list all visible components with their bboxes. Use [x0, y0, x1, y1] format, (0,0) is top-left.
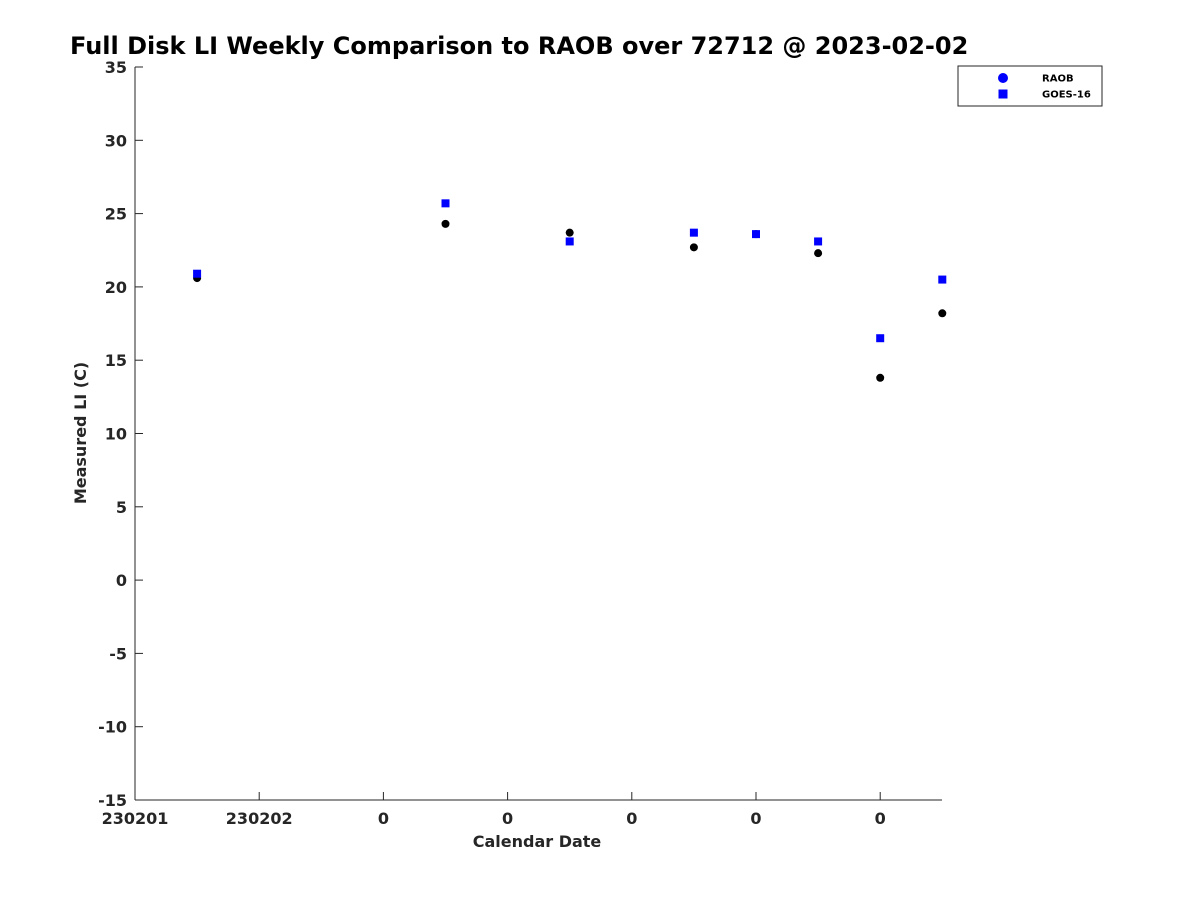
- plot-area: -15 -10 -5 0 5 10 15 20 25 30 35 230201 230202 0 0 0 0 0: [98, 58, 947, 828]
- x-axis-ticks: 230201 230202 0 0 0 0 0: [102, 792, 886, 828]
- data-point-goes16: [938, 275, 947, 284]
- data-point-goes16: [441, 199, 450, 208]
- legend-box: [957, 65, 1103, 107]
- x-tick-label: 0: [378, 809, 389, 828]
- data-point-raob: [938, 309, 947, 318]
- data-point-raob: [565, 228, 574, 237]
- y-tick-label: 25: [105, 205, 127, 224]
- x-tick-label: 230201: [102, 809, 169, 828]
- data-point-raob: [689, 243, 698, 252]
- data-points: [193, 199, 947, 382]
- legend-label-raob: RAOB: [1042, 74, 1074, 85]
- data-point-goes16: [193, 269, 202, 278]
- x-axis-label: Calendar Date: [473, 832, 602, 851]
- legend-label-goes16: GOES-16: [1042, 90, 1091, 101]
- x-tick-label: 0: [626, 809, 637, 828]
- y-axis-ticks: -15 -10 -5 0 5 10 15 20 25 30 35: [98, 58, 143, 810]
- data-point-goes16: [814, 237, 823, 246]
- y-tick-label: 15: [105, 351, 127, 370]
- data-point-goes16: [689, 228, 698, 237]
- data-point-raob: [441, 219, 450, 228]
- data-point-goes16: [565, 237, 574, 246]
- legend: RAOB GOES-16: [957, 65, 1103, 107]
- y-tick-label: 0: [116, 571, 127, 590]
- legend-marker-raob: [998, 73, 1008, 83]
- y-tick-label: 20: [105, 278, 127, 297]
- x-tick-label: 0: [875, 809, 886, 828]
- y-tick-label: -10: [98, 718, 127, 737]
- y-tick-label: 5: [116, 498, 127, 517]
- y-tick-label: 30: [105, 131, 127, 150]
- y-axis-label: Measured LI (C): [71, 362, 90, 504]
- legend-marker-goes16: [998, 89, 1008, 99]
- x-tick-label: 0: [750, 809, 761, 828]
- data-point-goes16: [876, 334, 885, 343]
- y-tick-label: -5: [109, 644, 127, 663]
- y-tick-label: 10: [105, 425, 127, 444]
- x-tick-label: 0: [502, 809, 513, 828]
- data-point-raob: [814, 249, 823, 258]
- data-point-raob: [876, 373, 885, 382]
- y-tick-label: 35: [105, 58, 127, 77]
- data-point-goes16: [752, 230, 760, 239]
- y-tick-label: -15: [98, 791, 127, 810]
- chart-title: Full Disk LI Weekly Comparison to RAOB o…: [70, 32, 968, 60]
- x-tick-label: 230202: [226, 809, 293, 828]
